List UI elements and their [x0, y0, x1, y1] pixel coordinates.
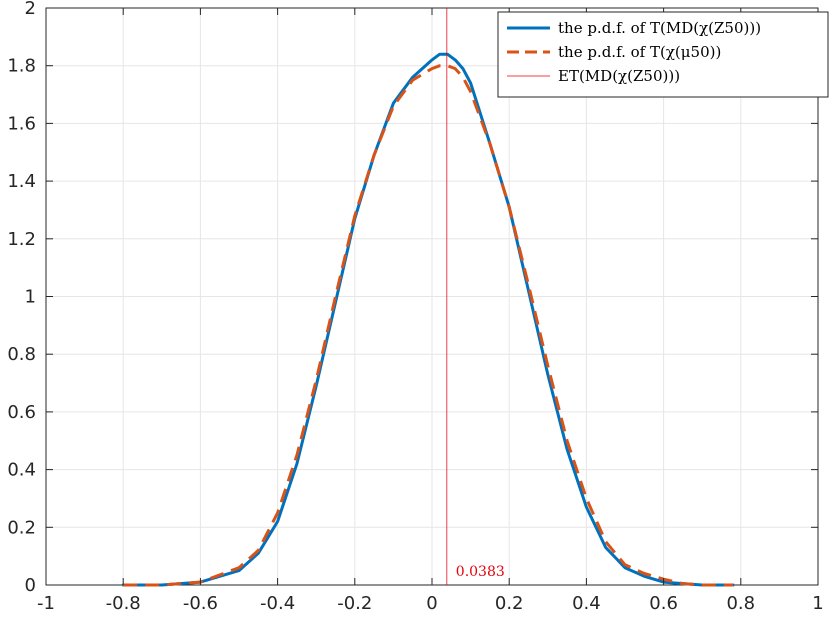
y-tick-label: 2 — [25, 0, 36, 19]
y-tick-label: 0.2 — [7, 517, 36, 538]
x-tick-label: 0.6 — [649, 593, 678, 614]
x-tick-label: 0.2 — [495, 593, 524, 614]
legend-entry-pdf-md: the p.d.f. of T(MD(χ(Z50))) — [558, 19, 761, 37]
legend-box — [497, 11, 829, 98]
pdf-mu-curve — [123, 64, 734, 587]
y-tick-label: 1 — [25, 287, 36, 308]
y-tick-label: 1.8 — [7, 56, 36, 77]
x-tick-label: -0.8 — [106, 593, 141, 614]
tick-labels: -1 -0.8 -0.6 -0.4 -0.2 0 0.2 0.4 0.6 0.8 1 0 0.2 0.4 0… — [7, 0, 823, 614]
legend: the p.d.f. of T(MD(χ(Z50))) the p.d.f. o… — [497, 11, 829, 98]
series-group — [121, 8, 735, 587]
x-tick-label: 0.8 — [726, 593, 755, 614]
pdf-md-curve — [121, 52, 735, 587]
x-tick-label: -0.6 — [183, 593, 218, 614]
y-tick-label: 0.8 — [7, 344, 36, 365]
legend-entry-pdf-mu: the p.d.f. of T(χ(μ50)) — [558, 43, 721, 61]
x-tick-label: 0 — [426, 593, 437, 614]
y-tick-label: 0.4 — [7, 460, 36, 481]
x-tick-label: -1 — [37, 593, 55, 614]
legend-entry-expectation: ET(MD(χ(Z50))) — [558, 67, 680, 85]
x-tick-label: 1 — [812, 593, 823, 614]
y-tick-label: 0 — [25, 575, 36, 596]
y-tick-label: 1.2 — [7, 229, 36, 250]
x-tick-label: 0.4 — [572, 593, 601, 614]
y-tick-label: 1.4 — [7, 171, 36, 192]
annotations: 0.0383 — [456, 564, 505, 580]
expectation-value-label: 0.0383 — [456, 564, 505, 580]
y-tick-label: 0.6 — [7, 402, 36, 423]
y-tick-label: 1.6 — [7, 113, 36, 134]
x-tick-label: -0.2 — [337, 593, 372, 614]
x-tick-label: -0.4 — [260, 593, 295, 614]
